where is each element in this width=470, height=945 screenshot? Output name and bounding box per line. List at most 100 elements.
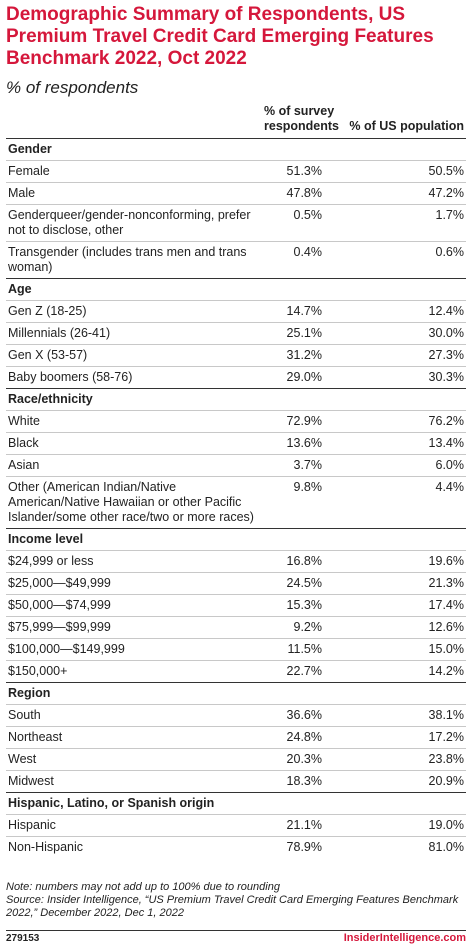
- cell-value: 27.3%: [342, 344, 466, 367]
- cell-value: 15.3%: [262, 594, 342, 617]
- cell-value: 16.8%: [262, 550, 342, 573]
- cell-value: 76.2%: [342, 410, 466, 433]
- row: Non-Hispanic 78.9% 81.0%: [6, 836, 466, 858]
- header-cell: % of survey respondents: [262, 102, 342, 139]
- row-label: Gen X (53-57): [6, 344, 262, 367]
- cell-value: 24.8%: [262, 726, 342, 749]
- row-label: $100,000—$149,999: [6, 638, 262, 661]
- header-cell: [6, 102, 262, 139]
- row: Transgender (includes trans men and tran…: [6, 241, 466, 279]
- cell-value: 11.5%: [262, 638, 342, 661]
- row-label: Other (American Indian/Native American/N…: [6, 476, 262, 529]
- cell-value: 72.9%: [262, 410, 342, 433]
- cell-value: 30.3%: [342, 366, 466, 389]
- cell-value: 13.6%: [262, 432, 342, 455]
- row-label: $25,000—$49,999: [6, 572, 262, 595]
- row: Gen Z (18-25) 14.7% 12.4%: [6, 300, 466, 323]
- cell-value: 13.4%: [342, 432, 466, 455]
- cell-value: 25.1%: [262, 322, 342, 345]
- cell-value: 4.4%: [342, 476, 466, 529]
- cell-value: 81.0%: [342, 836, 466, 858]
- row: $50,000—$74,999 15.3% 17.4%: [6, 594, 466, 617]
- section-row: Hispanic, Latino, or Spanish origin: [6, 792, 466, 815]
- section-row: Region: [6, 682, 466, 705]
- row-label: Female: [6, 160, 262, 183]
- row: West 20.3% 23.8%: [6, 748, 466, 771]
- footnote: Note: numbers may not add up to 100% due…: [6, 881, 466, 920]
- source: Source: Insider Intelligence, “US Premiu…: [6, 894, 459, 919]
- section-title: Hispanic, Latino, or Spanish origin: [6, 792, 466, 815]
- cell-value: 20.3%: [262, 748, 342, 771]
- cell-value: 47.8%: [262, 182, 342, 205]
- cell-value: 78.9%: [262, 836, 342, 858]
- chart-id: 279153: [6, 933, 40, 944]
- row: Gen X (53-57) 31.2% 27.3%: [6, 344, 466, 367]
- cell-value: 29.0%: [262, 366, 342, 389]
- row: Female 51.3% 50.5%: [6, 160, 466, 183]
- cell-value: 22.7%: [262, 660, 342, 683]
- note: Note: numbers may not add up to 100% due…: [6, 881, 280, 893]
- cell-value: 17.4%: [342, 594, 466, 617]
- cell-value: 14.7%: [262, 300, 342, 323]
- header-cell: % of US population: [342, 102, 466, 139]
- cell-value: 0.6%: [342, 241, 466, 279]
- row: Other (American Indian/Native American/N…: [6, 476, 466, 529]
- row: Asian 3.7% 6.0%: [6, 454, 466, 477]
- table-body: Gender Female 51.3% 50.5% Male 47.8% 47.2% Gend…: [6, 138, 466, 858]
- row-label: White: [6, 410, 262, 433]
- row: Black 13.6% 13.4%: [6, 432, 466, 455]
- row: Genderqueer/gender-nonconforming, prefer…: [6, 204, 466, 242]
- cell-value: 3.7%: [262, 454, 342, 477]
- cell-value: 21.1%: [262, 814, 342, 837]
- row-label: $75,999—$99,999: [6, 616, 262, 639]
- section-title: Race/ethnicity: [6, 388, 466, 411]
- cell-value: 51.3%: [262, 160, 342, 183]
- row-label: Gen Z (18-25): [6, 300, 262, 323]
- row: Midwest 18.3% 20.9%: [6, 770, 466, 793]
- cell-value: 31.2%: [262, 344, 342, 367]
- cell-value: 9.8%: [262, 476, 342, 529]
- row: Male 47.8% 47.2%: [6, 182, 466, 205]
- row: $100,000—$149,999 11.5% 15.0%: [6, 638, 466, 661]
- table: % of survey respondents % of US populati…: [6, 102, 466, 858]
- row-label: Millennials (26-41): [6, 322, 262, 345]
- row: $150,000+ 22.7% 14.2%: [6, 660, 466, 683]
- cell-value: 50.5%: [342, 160, 466, 183]
- cell-value: 24.5%: [262, 572, 342, 595]
- header-row: % of survey respondents % of US populati…: [6, 102, 466, 139]
- cell-value: 0.4%: [262, 241, 342, 279]
- row: Hispanic 21.1% 19.0%: [6, 814, 466, 837]
- section-row: Gender: [6, 138, 466, 161]
- cell-value: 47.2%: [342, 182, 466, 205]
- cell-value: 19.0%: [342, 814, 466, 837]
- subtitle: % of respondents: [6, 78, 139, 97]
- cell-value: 9.2%: [262, 616, 342, 639]
- row: Baby boomers (58-76) 29.0% 30.3%: [6, 366, 466, 389]
- cell-value: 21.3%: [342, 572, 466, 595]
- cell-value: 17.2%: [342, 726, 466, 749]
- row-label: Male: [6, 182, 262, 205]
- cell-value: 12.6%: [342, 616, 466, 639]
- row-label: Genderqueer/gender-nonconforming, prefer…: [6, 204, 262, 242]
- row-label: Non-Hispanic: [6, 836, 262, 858]
- section-row: Age: [6, 278, 466, 301]
- cell-value: 30.0%: [342, 322, 466, 345]
- cell-value: 23.8%: [342, 748, 466, 771]
- row: White 72.9% 76.2%: [6, 410, 466, 433]
- row-label: Transgender (includes trans men and tran…: [6, 241, 262, 279]
- cell-value: 18.3%: [262, 770, 342, 793]
- cell-value: 6.0%: [342, 454, 466, 477]
- row-label: Asian: [6, 454, 262, 477]
- cell-value: 19.6%: [342, 550, 466, 573]
- row-label: Midwest: [6, 770, 262, 793]
- cell-value: 0.5%: [262, 204, 342, 242]
- row-label: Black: [6, 432, 262, 455]
- cell-value: 14.2%: [342, 660, 466, 683]
- row: $24,999 or less 16.8% 19.6%: [6, 550, 466, 573]
- cell-value: 12.4%: [342, 300, 466, 323]
- title: Demographic Summary of Respondents, US P…: [6, 4, 434, 69]
- row: $25,000—$49,999 24.5% 21.3%: [6, 572, 466, 595]
- row: South 36.6% 38.1%: [6, 704, 466, 727]
- row-label: Hispanic: [6, 814, 262, 837]
